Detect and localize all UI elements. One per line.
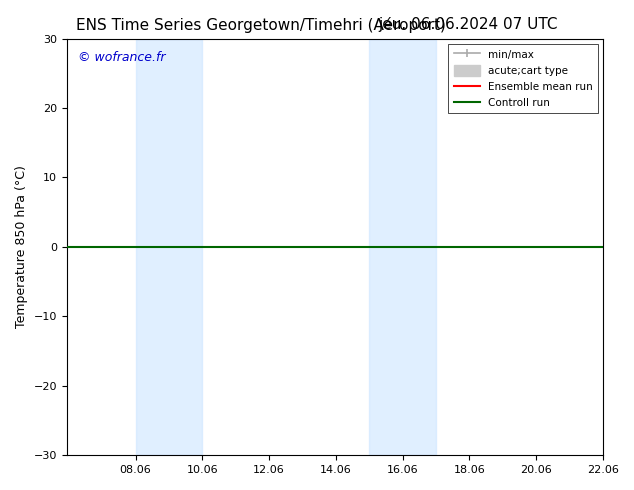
- Legend: min/max, acute;cart type, Ensemble mean run, Controll run: min/max, acute;cart type, Ensemble mean …: [448, 44, 598, 113]
- Text: ENS Time Series Georgetown/Timehri (Aéroport): ENS Time Series Georgetown/Timehri (Aéro…: [76, 17, 446, 33]
- Bar: [136, 39, 202, 455]
- Text: © wofrance.fr: © wofrance.fr: [77, 51, 165, 64]
- Y-axis label: Temperature 850 hPa (°C): Temperature 850 hPa (°C): [15, 166, 28, 328]
- Bar: [370, 39, 436, 455]
- Text: jeu. 06.06.2024 07 UTC: jeu. 06.06.2024 07 UTC: [378, 17, 558, 32]
